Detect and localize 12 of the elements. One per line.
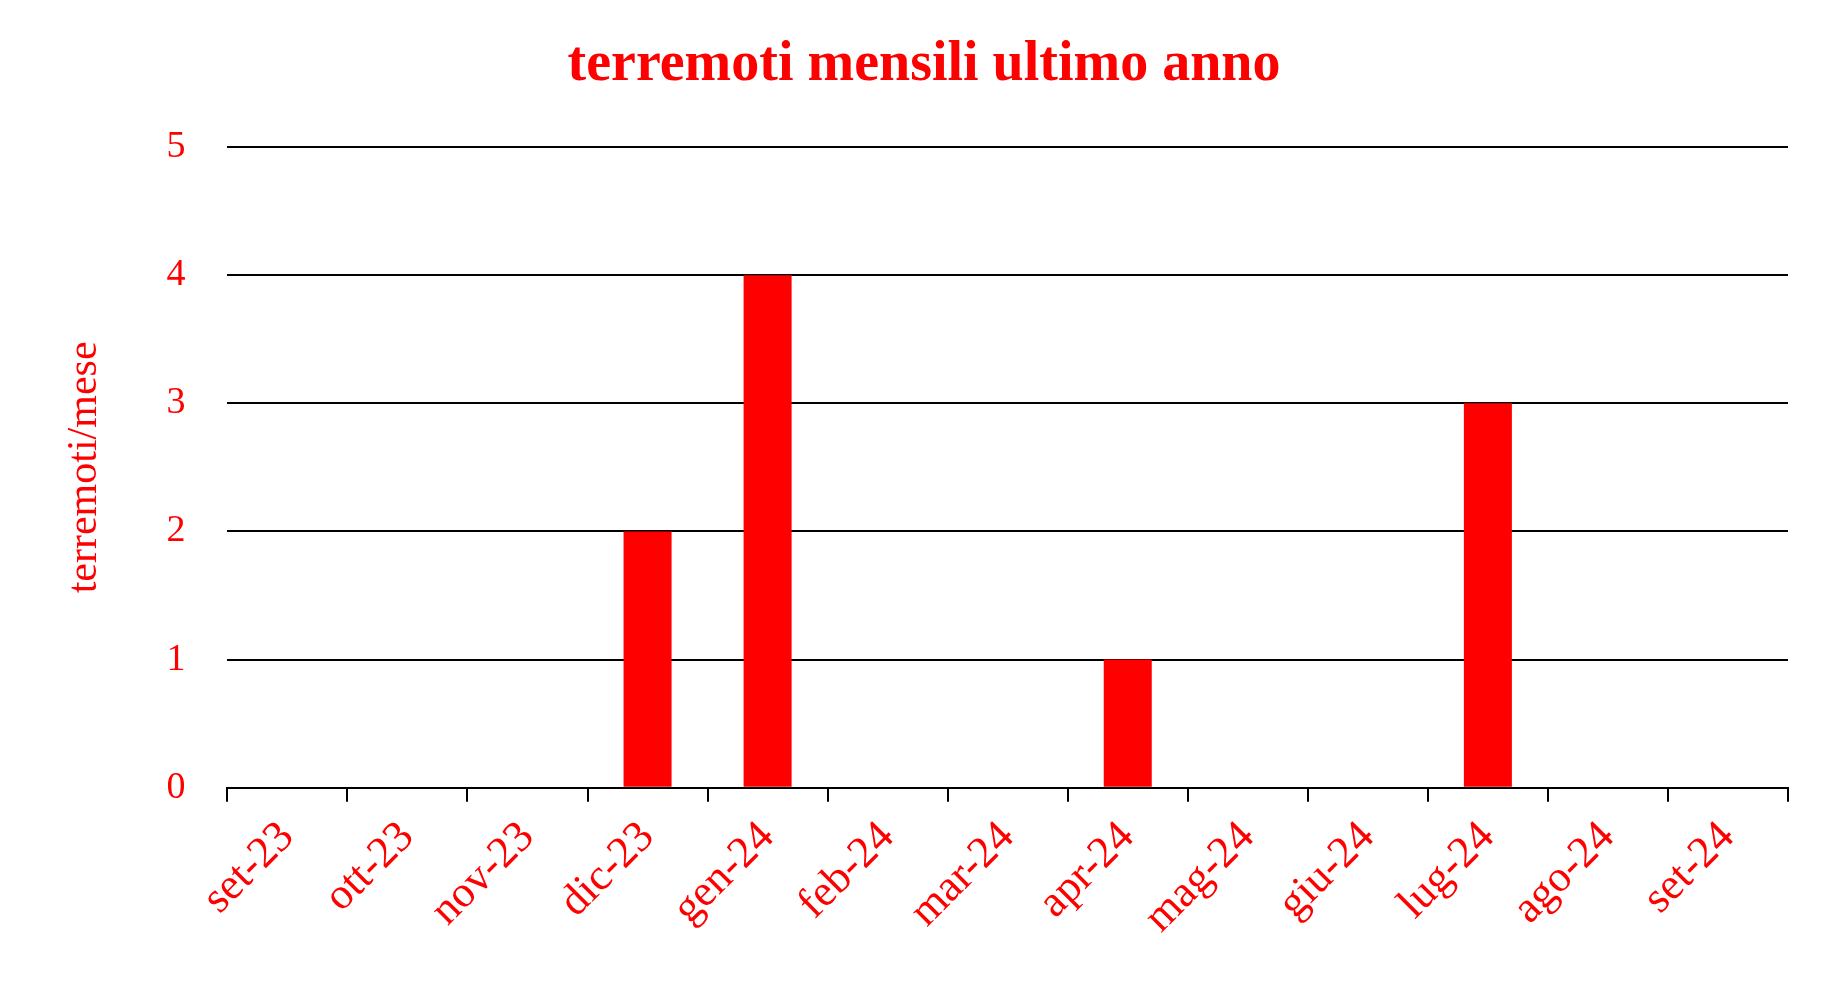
chart-title: terremoti mensili ultimo anno <box>567 30 1281 93</box>
y-tick-label: 2 <box>166 507 186 550</box>
bar <box>1103 659 1152 787</box>
bar <box>623 531 672 787</box>
bar <box>1463 403 1512 787</box>
bar <box>743 275 792 787</box>
y-tick-label: 3 <box>166 379 186 422</box>
y-tick-label: 4 <box>166 251 186 294</box>
y-tick-label: 1 <box>166 635 186 678</box>
y-tick-label: 0 <box>166 763 186 806</box>
y-axis-title: terremoti/mese <box>59 341 106 594</box>
y-tick-label: 5 <box>166 123 186 166</box>
